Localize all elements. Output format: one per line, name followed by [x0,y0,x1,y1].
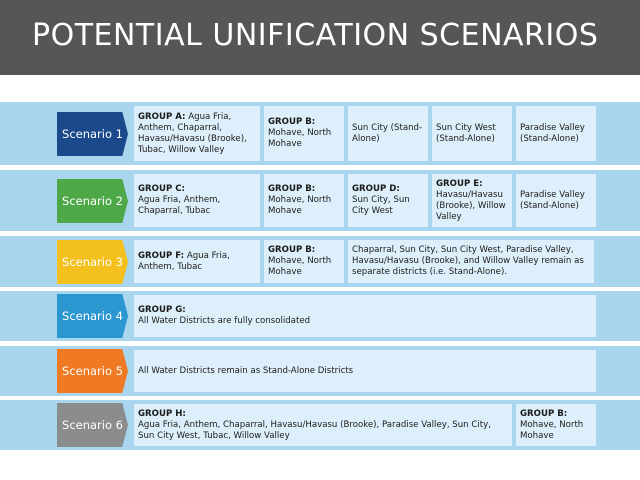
cell-text: Agua Fria, Anthem, Chaparral, Havasu/Hav… [138,419,491,441]
scenario-cell: Paradise Valley (Stand-Alone) [516,174,596,227]
header-bar: POTENTIAL UNIFICATION SCENARIOS [0,0,640,75]
scenario-cell: GROUP B: Mohave, North Mohave [264,174,344,227]
scenario-cell: Sun City West (Stand-Alone) [432,106,512,161]
scenario-label: Scenario 6 [57,403,128,447]
group-heading: GROUP E: [436,178,483,189]
cell-text: All Water Districts are fully consolidat… [138,316,311,326]
cell-text: Chaparral, Sun City, Sun City West, Para… [352,245,584,277]
scenario-cell: GROUP B: Mohave, North Mohave [516,404,596,446]
cell-text: All Water Districts remain as Stand-Alon… [138,365,354,376]
cell-text: Havasu/Havasu (Brooke), Willow Valley [436,189,506,222]
scenario-cell: Paradise Valley (Stand-Alone) [516,106,596,161]
cell-text: Sun City, Sun City West [352,195,410,216]
group-heading: GROUP B: [520,408,568,419]
scenario-cell: All Water Districts remain as Stand-Alon… [134,350,596,392]
cell-text: Sun City (Stand-Alone) [352,122,423,144]
cell-text: Mohave, North Mohave [268,128,332,149]
scenario-label: Scenario 2 [57,179,128,223]
scenario-cell: GROUP C: Agua Fria, Anthem, Chaparral, Tu… [134,174,260,227]
scenario-cell: GROUP H: Agua Fria, Anthem, Chaparral, Ha… [134,404,512,446]
scenario-cell: GROUP F: Agua Fria, Anthem, Tubac [134,240,260,283]
cell-text: Mohave, North Mohave [268,195,332,216]
scenario-cell: GROUP B: Mohave, North Mohave [264,106,344,161]
group-heading: GROUP G: [138,305,186,315]
scenario-cell: GROUP G: All Water Districts are fully co… [134,295,596,337]
cell-text: GROUP F: Agua Fria, Anthem, Tubac [138,250,230,272]
scenario-cell: Sun City (Stand-Alone) [348,106,428,161]
group-heading: GROUP B: [268,117,316,127]
group-heading: GROUP B: [268,184,316,194]
cell-text: Agua Fria, Anthem, Chaparral, Tubac [138,195,221,216]
cell-text: Paradise Valley (Stand-Alone) [520,189,585,211]
scenario-label: Scenario 3 [57,240,128,284]
cell-text: Paradise Valley (Stand-Alone) [520,122,585,144]
cell-text: Mohave, North Mohave [268,256,332,277]
scenario-cell: Chaparral, Sun City, Sun City West, Para… [348,240,594,283]
scenario-label: Scenario 1 [57,112,128,156]
group-heading: GROUP D: [352,184,400,194]
group-heading: GROUP A: [138,111,186,122]
cell-text: Mohave, North Mohave [520,419,584,441]
cell-text: GROUP A: Agua Fria, Anthem, Chaparral, H… [138,111,247,155]
cell-text: Sun City West (Stand-Alone) [436,122,496,144]
scenario-label: Scenario 4 [57,294,128,338]
scenario-cell: GROUP E: Havasu/Havasu (Brooke), Willow V… [432,174,512,227]
scenario-cell: GROUP A: Agua Fria, Anthem, Chaparral, H… [134,106,260,161]
scenario-cell: GROUP D: Sun City, Sun City West [348,174,428,227]
scenario-label: Scenario 5 [57,349,128,393]
page-title: POTENTIAL UNIFICATION SCENARIOS [32,18,599,53]
group-heading: GROUP B: [268,245,316,255]
group-heading: GROUP C: [138,184,185,194]
group-heading: GROUP F: [138,250,185,261]
scenario-cell: GROUP B: Mohave, North Mohave [264,240,344,283]
group-heading: GROUP H: [138,408,186,419]
